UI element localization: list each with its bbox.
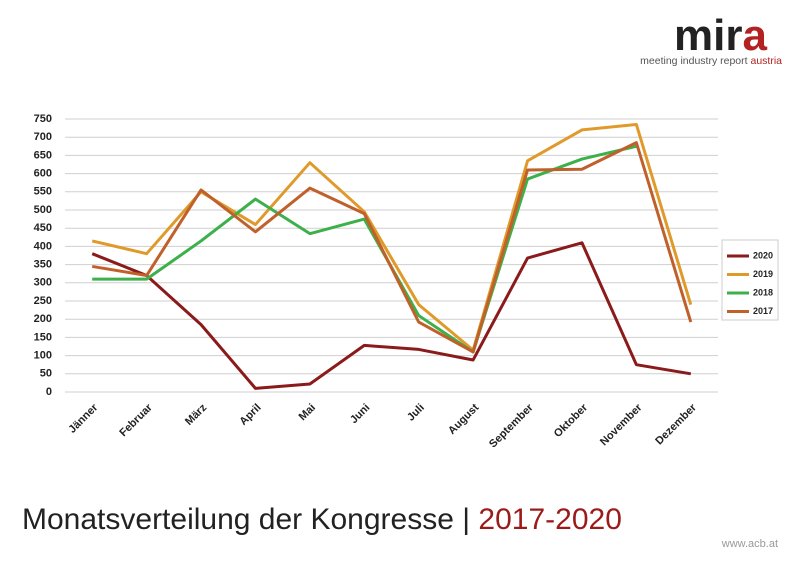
logo-subtitle-main: meeting industry report: [640, 55, 747, 67]
x-tick-label: November: [598, 401, 645, 448]
x-tick-label: Dezember: [653, 401, 699, 447]
y-tick-label: 750: [34, 113, 52, 125]
line: [91, 141, 693, 354]
y-tick-label: 350: [34, 259, 52, 271]
y-tick-label: 50: [40, 368, 52, 380]
x-tick-label: August: [446, 401, 482, 437]
x-tick-label: Mai: [297, 402, 318, 423]
logo-main: mir: [674, 11, 742, 60]
chart-title: Monatsverteilung der Kongresse | 2017-20…: [22, 503, 622, 536]
logo-accent: a: [743, 11, 768, 60]
y-tick-label: 0: [46, 386, 52, 398]
y-tick-label: 550: [34, 186, 52, 198]
y-tick-label: 600: [34, 168, 52, 180]
legend-label: 2018: [753, 287, 773, 297]
logo-subtitle: meeting industry report austria: [640, 55, 782, 67]
legend-label: 2020: [753, 250, 773, 260]
x-tick-label: Juni: [348, 402, 372, 426]
y-tick-label: 450: [34, 222, 52, 234]
title-separator: |: [462, 503, 470, 536]
legend-label: 2017: [753, 306, 773, 316]
logo: mira: [674, 11, 767, 60]
line: [92, 144, 637, 354]
footer: www.acb.at: [721, 538, 778, 550]
y-tick-label: 250: [34, 295, 52, 307]
y-tick-label: 650: [34, 149, 52, 161]
x-tick-label: September: [487, 401, 536, 450]
x-tick-label: Oktober: [552, 401, 591, 440]
y-tick-label: 100: [34, 350, 52, 362]
y-tick-label: 400: [34, 240, 52, 252]
logo-subtitle-accent: austria: [750, 55, 782, 67]
x-tick-label: April: [237, 402, 263, 428]
legend-label: 2019: [753, 269, 773, 279]
y-tick-label: 300: [34, 277, 52, 289]
legend-box: [721, 239, 779, 321]
x-tick-label: Februar: [117, 401, 155, 439]
x-tick-label: März: [183, 401, 210, 428]
title-main: Monatsverteilung der Kongresse: [22, 503, 454, 536]
title-years: 2017-2020: [478, 503, 621, 536]
y-tick-label: 500: [34, 204, 52, 216]
y-tick-label: 700: [34, 131, 52, 143]
line: [91, 241, 692, 390]
y-tick-label: 150: [34, 331, 52, 343]
x-tick-label: Jänner: [66, 401, 101, 436]
x-tick-label: Juli: [405, 402, 427, 424]
y-tick-label: 200: [34, 313, 52, 325]
